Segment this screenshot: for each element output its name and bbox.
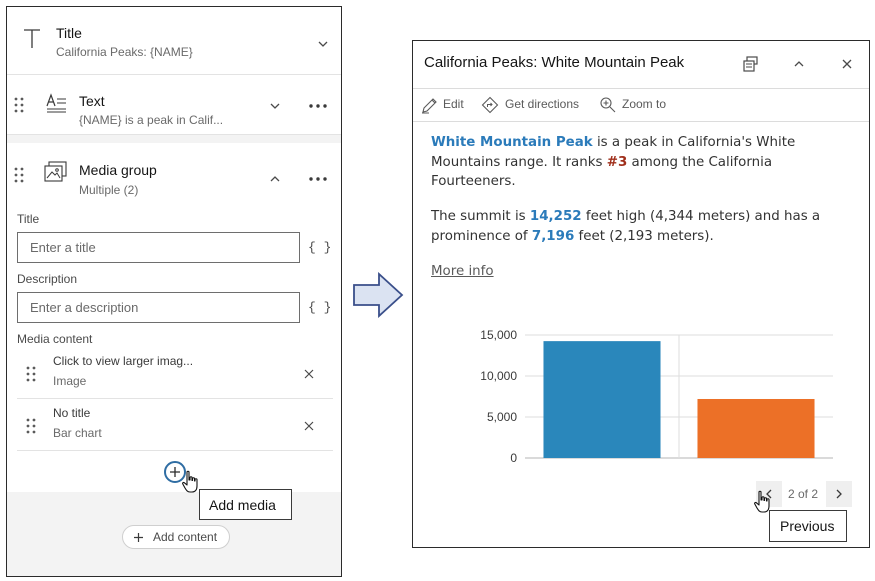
- media-item-image[interactable]: Click to view larger imag... Image: [17, 347, 333, 399]
- description-field-label: Description: [17, 272, 78, 286]
- dock-icon[interactable]: [742, 55, 760, 73]
- add-content-label: Add content: [153, 530, 218, 544]
- media-group-card[interactable]: Media group Multiple (2): [7, 143, 341, 203]
- description-input[interactable]: [17, 292, 300, 323]
- popup-builder-panel: Title California Peaks: {NAME} Text {NAM…: [6, 6, 342, 577]
- chevron-down-icon[interactable]: [315, 36, 331, 52]
- elevation-value: 14,252: [529, 209, 582, 224]
- media-content-label: Media content: [17, 332, 93, 346]
- more-options-icon[interactable]: [308, 103, 328, 109]
- drag-handle-icon[interactable]: [26, 366, 36, 382]
- media-group-title: Media group: [79, 162, 157, 178]
- y-tick-label: 0: [510, 451, 517, 463]
- chevron-up-icon[interactable]: [267, 171, 283, 187]
- description-paragraph-2: The summit is 14,252 feet high (4,344 me…: [431, 209, 821, 244]
- media-icon: [44, 161, 67, 182]
- more-info-link[interactable]: More info: [431, 264, 494, 279]
- edit-label: Edit: [443, 97, 464, 111]
- chevron-left-icon: [766, 489, 772, 499]
- drag-handle-icon[interactable]: [14, 167, 24, 183]
- page-indicator: 2 of 2: [788, 487, 819, 501]
- bar-chart: 0 5,000 10,000 15,000: [480, 328, 833, 463]
- close-icon[interactable]: [838, 55, 856, 73]
- bar[interactable]: [697, 398, 815, 458]
- popup-title: California Peaks: White Mountain Peak: [424, 54, 685, 71]
- next-button[interactable]: [826, 481, 852, 507]
- y-tick-label: 5,000: [487, 410, 517, 424]
- media-item-title: No title: [53, 406, 91, 420]
- edit-icon: [422, 98, 437, 114]
- hand-cursor-icon: [754, 490, 770, 513]
- feature-popup: California Peaks: White Mountain Peak Ed…: [412, 40, 870, 548]
- description-paragraph-1: White Mountain Peak is a peak in Califor…: [431, 135, 796, 189]
- title-card-title: Title: [56, 25, 82, 41]
- title-element-card[interactable]: Title California Peaks: {NAME}: [7, 7, 341, 75]
- bar[interactable]: [543, 341, 661, 458]
- zoom-to-action[interactable]: Zoom to: [599, 96, 679, 114]
- add-media-tooltip: Add media: [199, 489, 292, 520]
- right-arrow-icon: [353, 272, 404, 318]
- header-divider: [413, 88, 869, 89]
- media-item-bar-chart[interactable]: No title Bar chart: [17, 399, 333, 451]
- plus-icon: [134, 533, 143, 542]
- more-options-icon[interactable]: [308, 176, 328, 182]
- text-card-subtitle: {NAME} is a peak in Calif...: [79, 113, 224, 127]
- peak-name-link[interactable]: White Mountain Peak: [431, 135, 593, 150]
- title-card-subtitle: California Peaks: {NAME}: [56, 45, 193, 59]
- insert-expression-button[interactable]: { }: [308, 300, 332, 315]
- text-icon: [46, 93, 66, 113]
- plus-icon: [170, 467, 180, 477]
- prominence-value: 7,196: [531, 228, 575, 244]
- add-content-button[interactable]: Add content: [122, 525, 230, 549]
- chevron-right-icon: [836, 489, 842, 499]
- hand-cursor-icon: [182, 470, 198, 493]
- zoom-in-icon: [600, 97, 616, 113]
- drag-handle-icon[interactable]: [14, 97, 24, 113]
- add-media-button[interactable]: [164, 461, 186, 483]
- title-icon: [24, 29, 40, 48]
- directions-icon: [481, 96, 499, 114]
- toolbar-divider: [413, 121, 869, 122]
- media-item-type: Bar chart: [53, 426, 102, 440]
- title-field-label: Title: [17, 212, 40, 226]
- media-item-type: Image: [53, 374, 87, 388]
- y-tick-label: 10,000: [480, 369, 517, 383]
- get-directions-label: Get directions: [505, 97, 580, 111]
- drag-handle-icon[interactable]: [26, 418, 36, 434]
- edit-action[interactable]: Edit: [421, 96, 481, 114]
- text-card-title: Text: [79, 93, 105, 109]
- rank-value: #3: [606, 154, 628, 170]
- card-divider: [7, 135, 341, 143]
- zoom-to-label: Zoom to: [622, 97, 667, 111]
- media-group-subtitle: Multiple (2): [79, 183, 139, 197]
- title-input[interactable]: [17, 232, 300, 263]
- y-tick-label: 15,000: [480, 328, 517, 342]
- chevron-up-icon[interactable]: [790, 55, 808, 73]
- close-icon[interactable]: [303, 368, 315, 380]
- insert-expression-button[interactable]: { }: [308, 240, 332, 255]
- close-icon[interactable]: [303, 420, 315, 432]
- get-directions-action[interactable]: Get directions: [481, 96, 591, 114]
- media-item-title: Click to view larger imag...: [53, 354, 194, 368]
- text-element-card[interactable]: Text {NAME} is a peak in Calif...: [7, 75, 341, 135]
- previous-tooltip: Previous: [769, 510, 847, 542]
- chevron-down-icon[interactable]: [267, 98, 283, 114]
